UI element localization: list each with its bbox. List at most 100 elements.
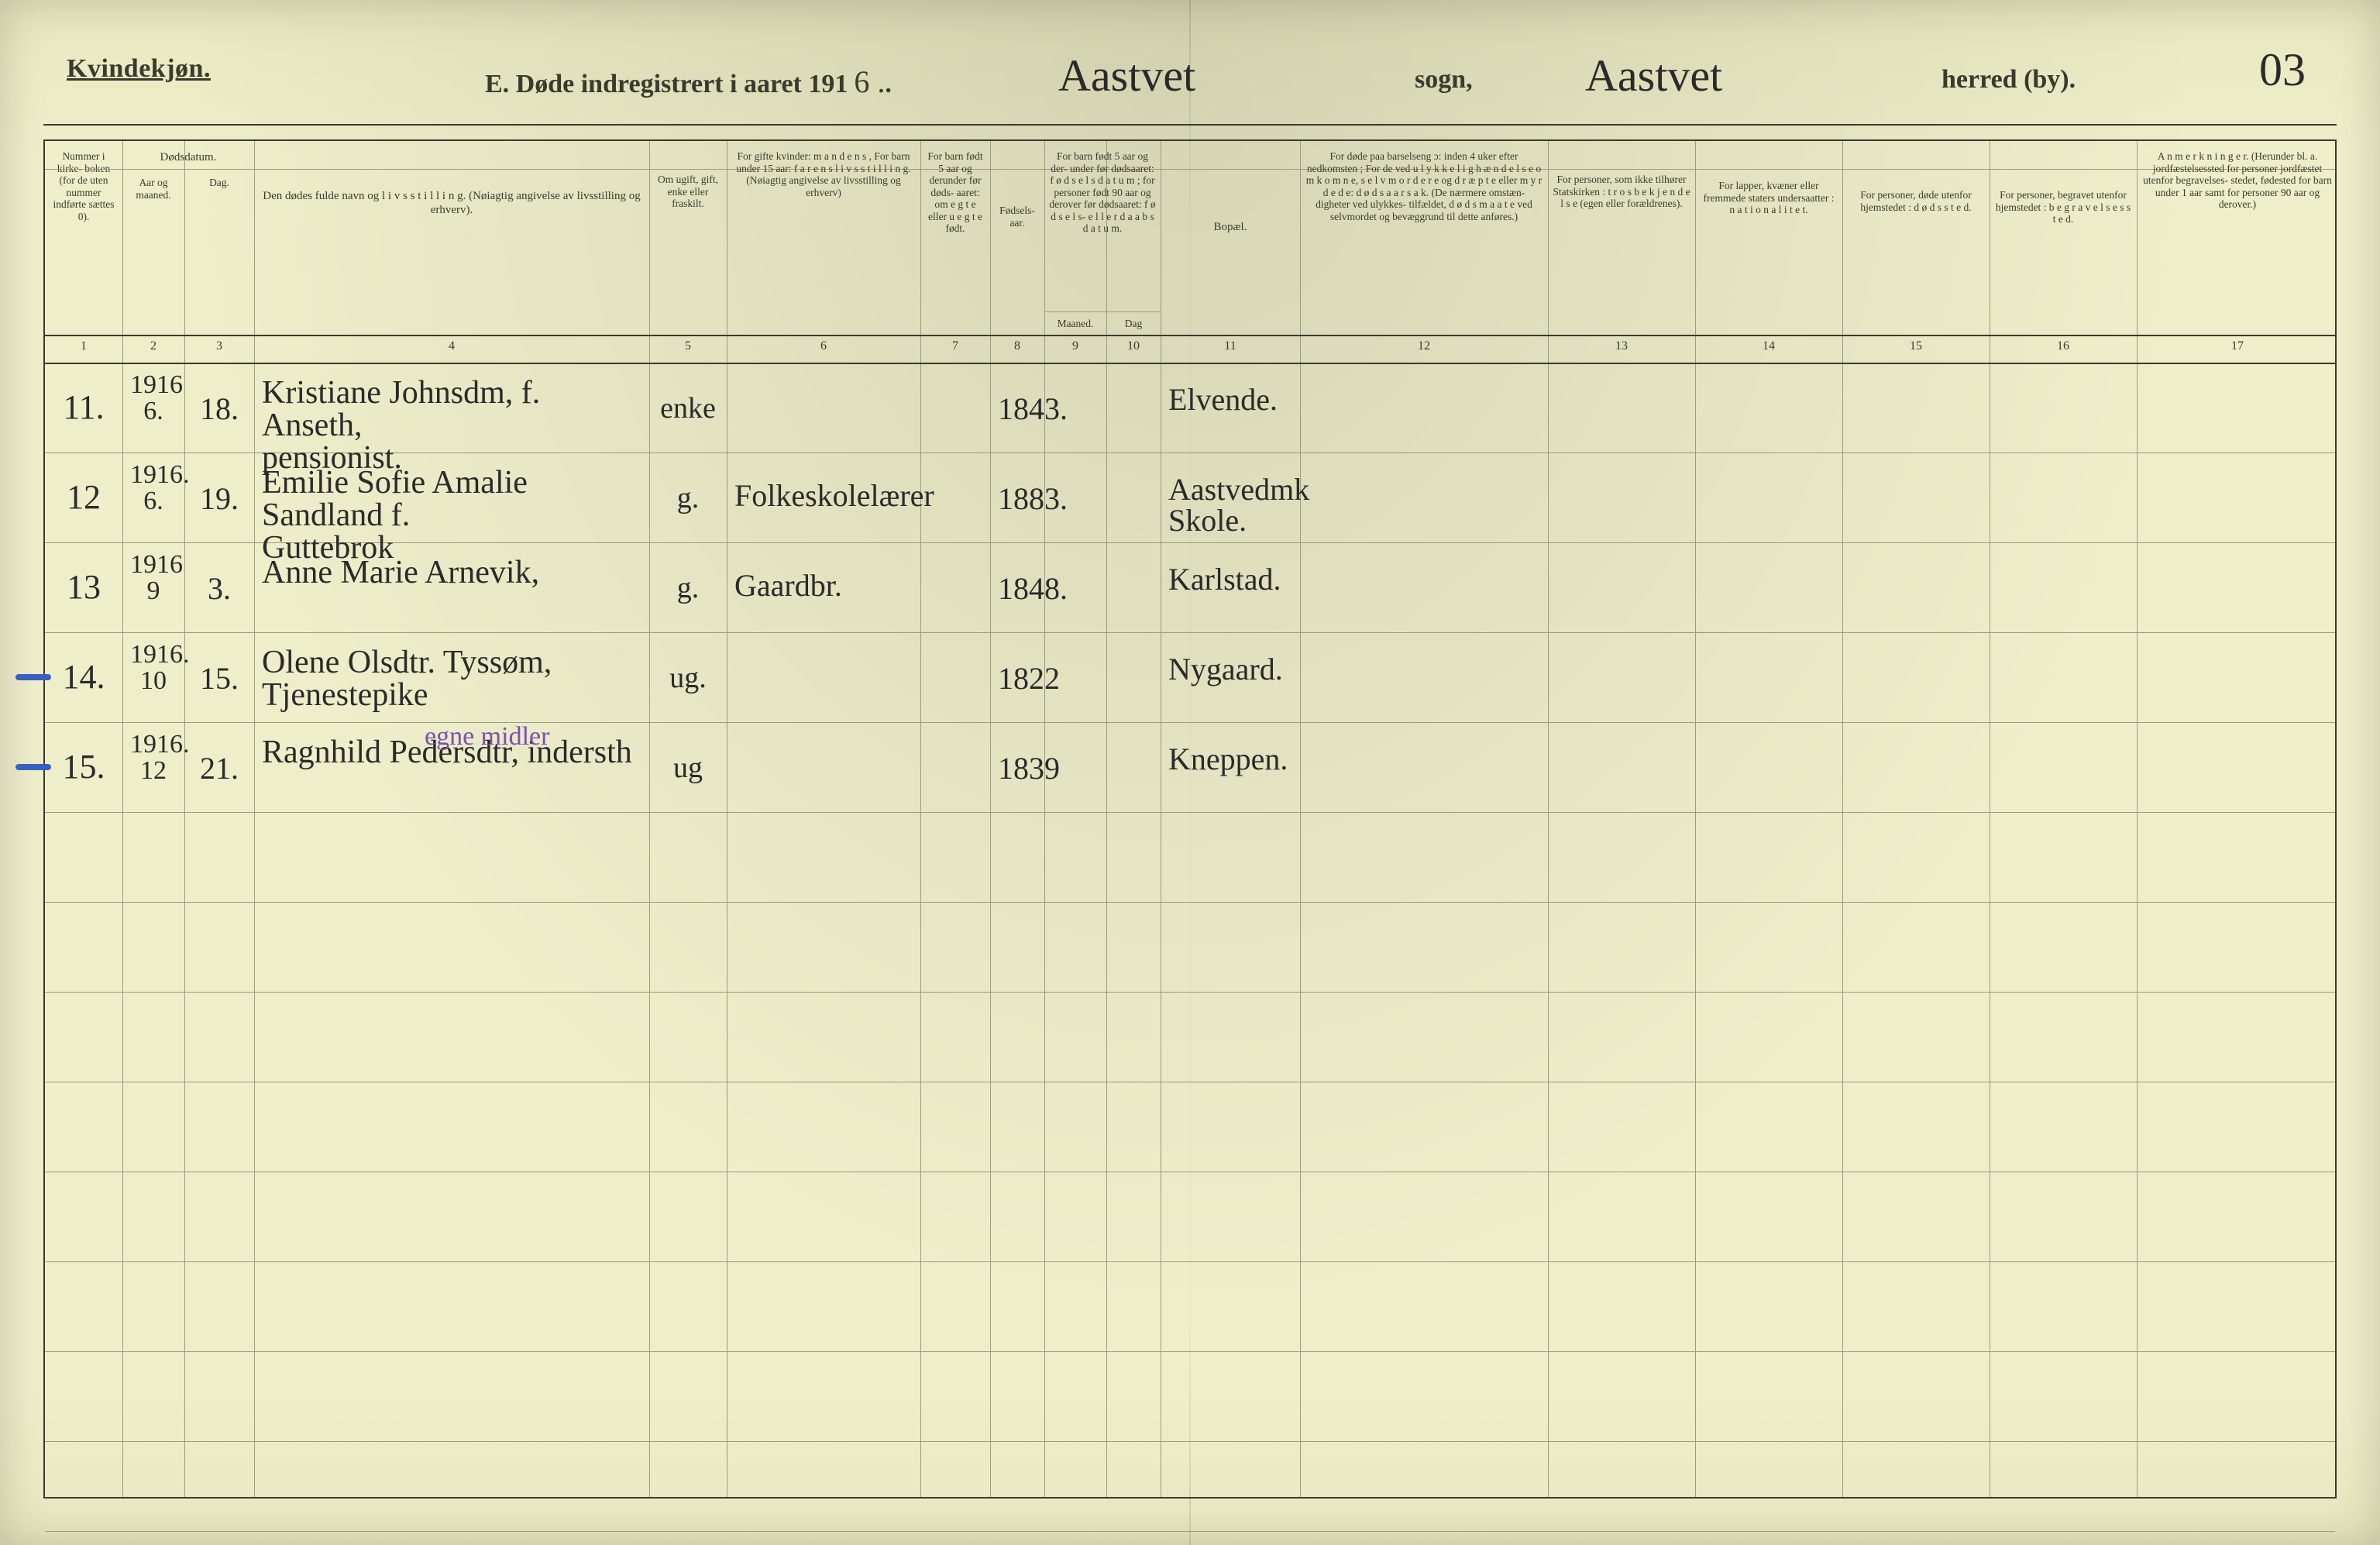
- birth-day: [1106, 570, 1161, 660]
- header: Kvindekjøn. E. Døde indregistrert i aare…: [67, 54, 2313, 132]
- row-number: 12: [45, 477, 122, 567]
- column-rule: [1548, 141, 1549, 1497]
- name-occupation: Anne Marie Arnevik,: [254, 553, 649, 643]
- birth-month: [1044, 750, 1106, 840]
- row-rule: [45, 1441, 2335, 1442]
- birth-day: [1106, 750, 1161, 840]
- column-header: For barn født 5 aar og derunder før døds…: [920, 146, 990, 332]
- day: 21.: [184, 750, 254, 840]
- column-number: 17: [2231, 339, 2244, 353]
- column-header: Dag: [1106, 313, 1161, 332]
- row-rule: [45, 335, 2335, 336]
- marital: ug.: [649, 660, 727, 750]
- column-header: Bopæl.: [1161, 215, 1300, 332]
- residence: Elvende.: [1161, 381, 1300, 471]
- column-rule: [1695, 141, 1696, 1497]
- column-number: 10: [1127, 339, 1140, 353]
- column-number: 12: [1418, 339, 1430, 353]
- herred-name-hand: Aastvet: [1585, 50, 1722, 102]
- ledger-grid: Nummer i kirke- boken (for de uten numme…: [43, 139, 2337, 1499]
- day: 15.: [184, 660, 254, 750]
- spouse-father: Folkeskolelærer: [727, 477, 920, 567]
- column-header: Aar og maaned.: [122, 172, 184, 332]
- spouse-father: [727, 747, 920, 837]
- name-occupation: Kristiane Johnsdm, f. Anseth, pensionist…: [254, 373, 649, 463]
- column-header: For personer, døde utenfor hjemstedet : …: [1842, 184, 1990, 332]
- year-month: 1916. 6.: [122, 459, 184, 549]
- column-number: 13: [1615, 339, 1628, 353]
- column-header: Maaned.: [1044, 313, 1106, 332]
- column-header: For gifte kvinder: m a n d e n s , For b…: [727, 146, 920, 332]
- column-header: Den dødes fulde navn og l i v s s t i l …: [254, 184, 649, 332]
- year-month: 1916. 10: [122, 638, 184, 728]
- column-number: 7: [952, 339, 958, 353]
- title-period: .: [885, 70, 892, 98]
- day: 3.: [184, 570, 254, 660]
- year-month: 1916 9: [122, 549, 184, 638]
- birth-month: [1044, 570, 1106, 660]
- column-number: 2: [150, 339, 156, 353]
- row-number: 11.: [45, 387, 122, 477]
- residence: Kneppen.: [1161, 741, 1300, 831]
- name-occupation: Emilie Sofie Amalie Sandland f. Guttebro…: [254, 463, 649, 553]
- legitimacy: [920, 747, 990, 837]
- column-number: 5: [685, 339, 691, 353]
- birth-year: 1883.: [990, 480, 1044, 570]
- column-number: 14: [1763, 339, 1775, 353]
- column-rule: [1842, 141, 1843, 1497]
- legitimacy: [920, 657, 990, 747]
- column-number: 1: [81, 339, 87, 353]
- column-header: For lapper, kvæner eller fremmede stater…: [1695, 175, 1842, 332]
- residence: Karlstad.: [1161, 561, 1300, 651]
- spouse-father: [727, 657, 920, 747]
- name-occupation: Olene Olsdtr. Tyssøm, Tjenestepike: [254, 643, 649, 733]
- birth-year: 1843.: [990, 391, 1044, 480]
- birth-day: [1106, 391, 1161, 480]
- row-rule: [45, 992, 2335, 993]
- day: 19.: [184, 480, 254, 570]
- birth-day: [1106, 480, 1161, 570]
- sub-rule: [1044, 311, 1161, 312]
- spouse-father: [727, 387, 920, 477]
- column-rule: [122, 141, 123, 1497]
- gender-label: Kvindekjøn.: [67, 54, 211, 84]
- column-number: 3: [216, 339, 222, 353]
- birth-month: [1044, 660, 1106, 750]
- row-number: 15.: [45, 747, 122, 837]
- column-header: For personer, begravet utenfor hjemstede…: [1990, 184, 2137, 332]
- column-header: For barn født 5 aar og der- under før dø…: [1044, 146, 1161, 311]
- legitimacy: [920, 567, 990, 657]
- sogn-name-hand: Aastvet: [1058, 50, 1195, 102]
- title: E. Døde indregistrert i aaret 1916 ..: [485, 64, 892, 100]
- sogn-label: sogn,: [1415, 65, 1473, 95]
- birth-day: [1106, 660, 1161, 750]
- column-header: Dag.: [184, 172, 254, 332]
- residence: Nygaard.: [1161, 651, 1300, 741]
- marital: g.: [649, 570, 727, 660]
- column-header: Nummer i kirke- boken (for de uten numme…: [45, 146, 122, 332]
- column-number: 11: [1224, 339, 1236, 353]
- spouse-father: Gaardbr.: [727, 567, 920, 657]
- birth-year: 1839: [990, 750, 1044, 840]
- column-header: Fødsels- aar.: [990, 200, 1044, 332]
- title-year-hand: 6 .: [854, 64, 885, 99]
- header-rule: [43, 124, 2337, 126]
- row-rule: [45, 363, 2335, 364]
- row-rule: [45, 1531, 2335, 1532]
- herred-label: herred (by).: [1941, 65, 2076, 95]
- page-root: 03 Kvindekjøn. E. Døde indregistrert i a…: [0, 0, 2380, 1545]
- legitimacy: [920, 387, 990, 477]
- residence: Aastvedmk Skole.: [1161, 471, 1300, 561]
- column-rule: [1300, 141, 1301, 1497]
- row-rule: [45, 169, 2335, 170]
- row-rule: [45, 1261, 2335, 1262]
- birth-year: 1848.: [990, 570, 1044, 660]
- column-header: Om ugift, gift, enke eller fraskilt.: [649, 169, 727, 332]
- column-number: 6: [820, 339, 827, 353]
- row-rule: [45, 902, 2335, 903]
- column-number: 9: [1072, 339, 1078, 353]
- birth-year: 1822: [990, 660, 1044, 750]
- day: 18.: [184, 391, 254, 480]
- marital: g.: [649, 480, 727, 570]
- row-number: 14.: [45, 657, 122, 747]
